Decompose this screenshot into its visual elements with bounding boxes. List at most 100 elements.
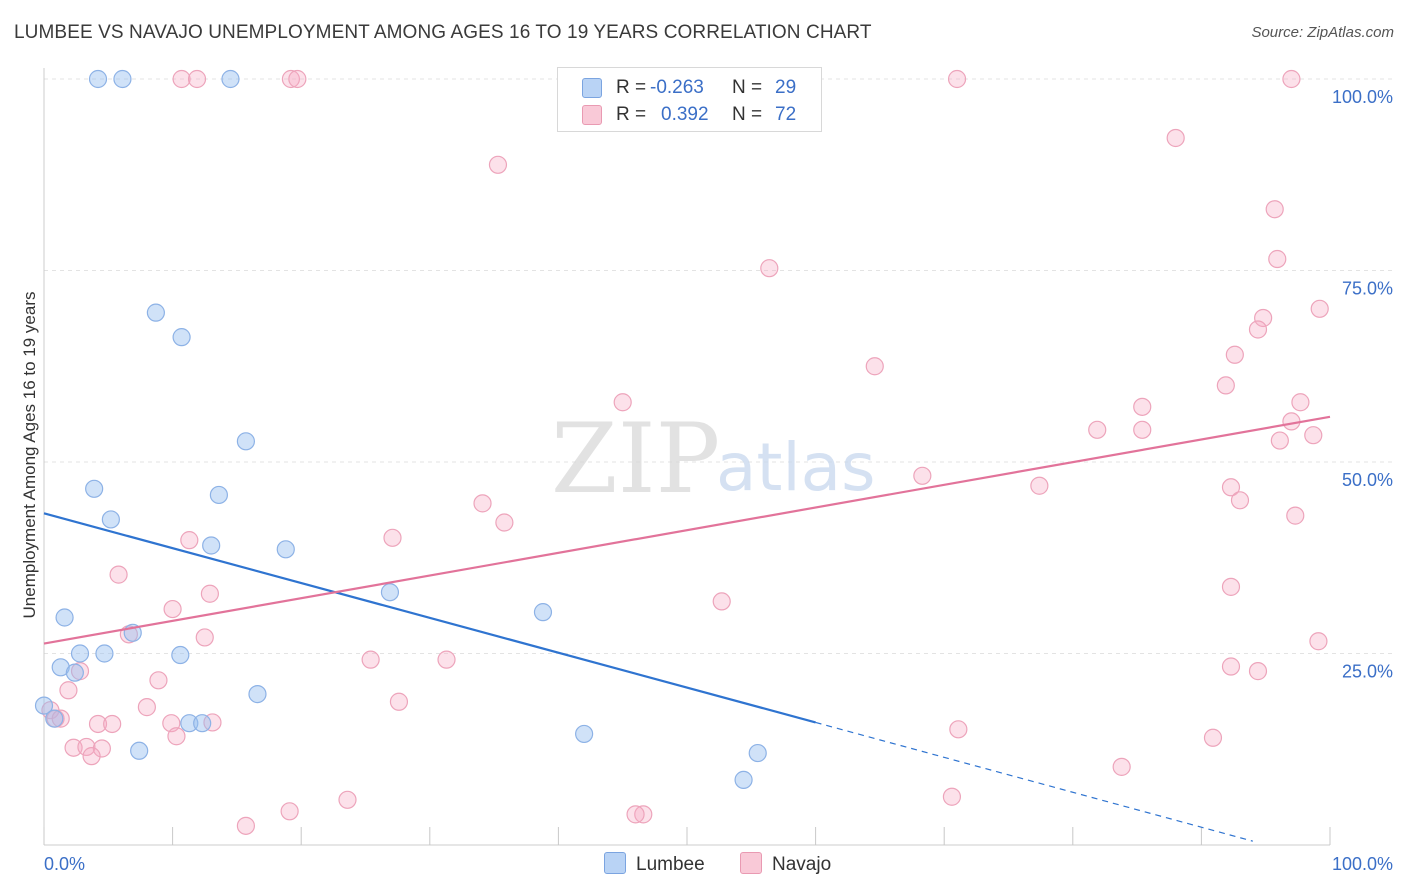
lumbee-point (209, 485, 228, 505)
navajo-point (1221, 478, 1241, 497)
navajo-point (88, 714, 108, 734)
navajo-point (1310, 299, 1329, 318)
lumbee-point (70, 644, 90, 663)
lumbee-point (65, 663, 84, 682)
navajo-point (1309, 632, 1328, 651)
watermark: ZIP atlas (551, 403, 876, 515)
y-tick-label: 75.0% (1342, 279, 1393, 299)
lumbee-point (180, 714, 199, 733)
lumbee-point (236, 432, 256, 451)
lumbee-point (113, 69, 132, 89)
navajo-point (280, 802, 299, 821)
navajo-point (167, 727, 186, 746)
navajo-point (712, 592, 731, 611)
navajo-point (64, 738, 83, 757)
navajo-point (92, 739, 111, 758)
navajo-point (103, 714, 122, 734)
navajo-point (1254, 308, 1273, 328)
navajo-point (163, 599, 182, 619)
lumbee-point (146, 303, 165, 322)
navajo-point (281, 69, 301, 89)
lumbee-point (193, 714, 212, 733)
navajo-swatch (582, 105, 602, 125)
navajo-point (1088, 420, 1107, 439)
navajo-point (1282, 69, 1301, 89)
lumbee-point (533, 603, 553, 622)
navajo-point (1216, 376, 1235, 395)
navajo-point (195, 628, 214, 647)
lumbee-point (734, 770, 753, 789)
navajo-point (1286, 506, 1305, 525)
navajo-point (1265, 200, 1284, 219)
navajo-point (1270, 431, 1289, 450)
navajo-n-value: 72 (775, 104, 797, 125)
r-label: R = (616, 104, 647, 125)
lumbee-point (276, 540, 295, 559)
y-tick-label: 25.0% (1342, 662, 1393, 682)
navajo-point (187, 69, 207, 89)
navajo-point (1221, 577, 1241, 596)
navajo-point (59, 681, 78, 700)
navajo-point (1282, 412, 1301, 431)
navajo-point (1203, 728, 1223, 747)
navajo-point (760, 259, 779, 278)
navajo-point (383, 528, 402, 547)
lumbee-point (748, 743, 767, 763)
navajo-point (77, 737, 96, 757)
grid-layer (44, 78, 1392, 654)
navajo-legend-swatch (740, 852, 762, 874)
x-tick-label-min: 0.0% (44, 854, 85, 874)
y-tick-label: 100.0% (1332, 87, 1393, 107)
x-tick-label-max: 100.0% (1332, 854, 1393, 874)
lumbee-trend-extension (815, 721, 1253, 842)
lumbee-point (575, 724, 594, 744)
navajo-point (1225, 345, 1244, 364)
navajo-point (51, 709, 70, 728)
navajo-point (947, 69, 967, 89)
navajo-point (288, 69, 307, 89)
navajo-point (361, 650, 380, 669)
navajo-point (200, 584, 219, 603)
bottom-legend-lumbee: Lumbee (604, 852, 705, 876)
bottom-legend-navajo: Navajo (740, 852, 831, 876)
navajo-trend-line (43, 415, 1331, 645)
navajo-point (1248, 320, 1268, 339)
navajo-point (437, 650, 456, 669)
lumbee-point (248, 684, 267, 704)
navajo-point (389, 692, 409, 711)
lumbee-point (88, 69, 108, 89)
navajo-point (82, 747, 101, 766)
lumbee-point (380, 583, 400, 602)
lumbee-swatch (582, 78, 602, 98)
navajo-point (137, 698, 156, 717)
lumbee-n-value: 29 (775, 77, 797, 98)
lumbee-point (171, 645, 190, 665)
n-label: N = (732, 77, 763, 98)
navajo-point (1221, 657, 1241, 676)
y-tick-label: 50.0% (1342, 470, 1393, 490)
lumbee-point (172, 328, 191, 347)
navajo-point (1030, 476, 1049, 495)
navajo-point (1268, 249, 1287, 269)
lumbee-point (55, 608, 74, 627)
watermark-atlas: atlas (716, 429, 876, 506)
navajo-point (172, 69, 191, 89)
navajo-point (1166, 128, 1185, 148)
lumbee-point (202, 536, 221, 555)
navajo-point (473, 494, 492, 513)
lumbee-point (130, 741, 149, 760)
navajo-point (913, 466, 932, 485)
navajo-point (203, 713, 222, 732)
navajo-point (634, 805, 653, 824)
tick-label-layer: 25.0% 50.0% 75.0% 100.0% 0.0% 100.0% (44, 87, 1393, 874)
navajo-point (942, 787, 962, 806)
navajo-point (1230, 491, 1250, 510)
lumbee-point (34, 696, 54, 715)
navajo-point (488, 155, 508, 174)
lumbee-trend-line (43, 512, 816, 724)
navajo-point (149, 671, 168, 690)
navajo-point (949, 720, 968, 739)
lumbee-legend-swatch (604, 852, 626, 874)
navajo-point (626, 805, 645, 824)
